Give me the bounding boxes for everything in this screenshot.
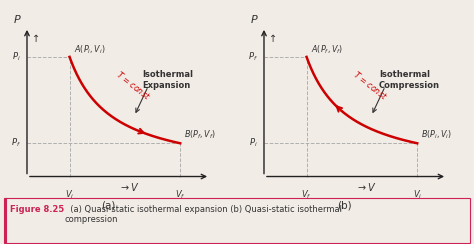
Text: $\uparrow$: $\uparrow$ (266, 32, 277, 44)
Text: $P_i$: $P_i$ (12, 51, 20, 63)
Text: $P$: $P$ (250, 13, 259, 25)
Text: $P$: $P$ (13, 13, 22, 25)
Text: $V_i$: $V_i$ (412, 188, 422, 201)
Text: $T$ = const: $T$ = const (114, 68, 153, 102)
Text: $P_f$: $P_f$ (11, 137, 20, 150)
Text: $B(P_i, V_i)$: $B(P_i, V_i)$ (420, 129, 452, 141)
Text: $\rightarrow$$V$: $\rightarrow$$V$ (356, 181, 377, 193)
Text: $T$ = const: $T$ = const (351, 68, 390, 102)
Text: $V_i$: $V_i$ (65, 188, 74, 201)
Text: $B(P_f, V_f)$: $B(P_f, V_f)$ (183, 129, 216, 141)
Text: $P_i$: $P_i$ (249, 137, 257, 150)
Text: $V_f$: $V_f$ (301, 188, 312, 201)
Text: $\uparrow$: $\uparrow$ (29, 32, 40, 44)
Text: $P_f$: $P_f$ (248, 51, 257, 63)
Text: Figure 8.25: Figure 8.25 (10, 205, 64, 214)
Text: (b): (b) (337, 200, 352, 210)
Text: $A(P_f, V_f)$: $A(P_f, V_f)$ (311, 43, 343, 56)
Text: (a): (a) (100, 200, 115, 210)
Text: Isothermal
Compression: Isothermal Compression (379, 70, 440, 90)
Text: $\rightarrow$$V$: $\rightarrow$$V$ (118, 181, 140, 193)
Text: $V_f$: $V_f$ (175, 188, 185, 201)
Text: Isothermal
Expansion: Isothermal Expansion (142, 70, 193, 90)
Text: $A(P_i, V_i)$: $A(P_i, V_i)$ (74, 43, 105, 56)
Text: (a) Quasi-static isothermal expansion (b) Quasi-static isothermal
compression: (a) Quasi-static isothermal expansion (b… (65, 205, 342, 224)
